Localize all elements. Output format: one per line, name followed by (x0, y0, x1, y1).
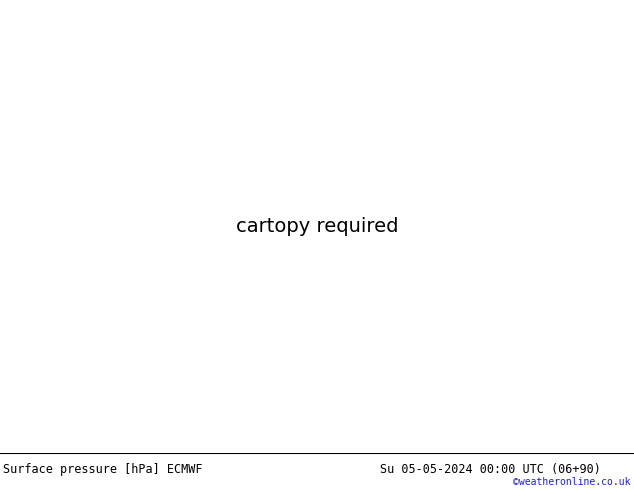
Text: ©weatheronline.co.uk: ©weatheronline.co.uk (514, 477, 631, 487)
Text: Su 05-05-2024 00:00 UTC (06+90): Su 05-05-2024 00:00 UTC (06+90) (380, 463, 601, 476)
Text: cartopy required: cartopy required (236, 217, 398, 236)
Text: Surface pressure [hPa] ECMWF: Surface pressure [hPa] ECMWF (3, 463, 203, 476)
